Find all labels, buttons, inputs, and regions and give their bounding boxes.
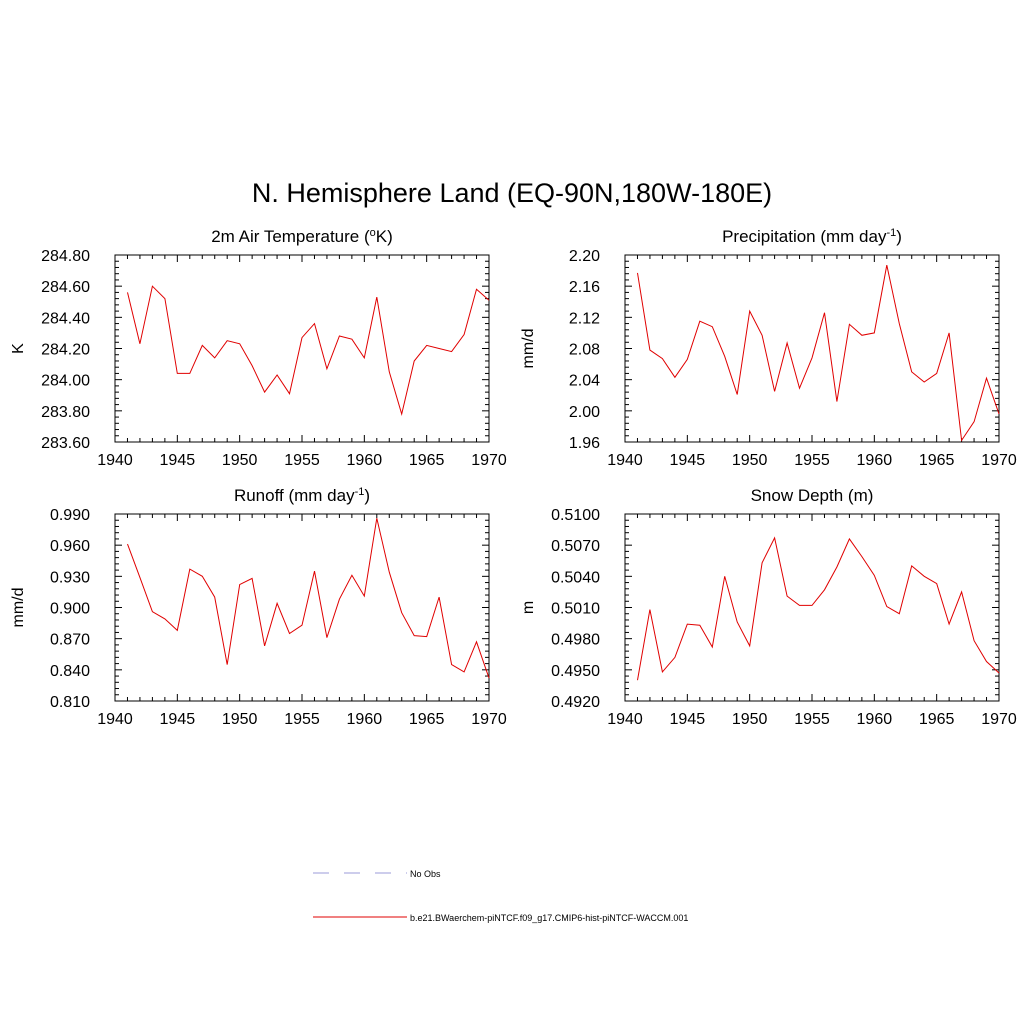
series-line [637,264,1000,442]
chart-panel-2: 1940 1945 1950 1955 1960 1965 1970 1.96 2.00 2.04… [520,227,1017,469]
y-tick-label: 0.5100 [551,507,600,524]
y-tick-label: 284.60 [41,279,90,296]
panel-title: Precipitation (mm day-1) [722,227,902,246]
x-axis: 1940 1945 1950 1955 1960 1965 1970 [97,514,507,728]
y-tick-label: 0.4920 [551,694,600,711]
chart-panel-3: 1940 1945 1950 1955 1960 1965 19700.8100.8400.… [10,486,507,728]
chart-panel-1: 1940 1945 1950 1955 1960 1965 1970 283.60 283.80… [10,227,507,469]
x-tick-label: 1950 [222,452,258,469]
x-tick-label: 1945 [670,711,706,728]
y-tick-label: 2.04 [569,373,600,390]
x-tick-label: 1955 [794,711,830,728]
y-axis-label: m [520,601,537,614]
plot-frame [114,513,490,702]
x-tick-label: 1950 [732,711,768,728]
x-tick-label: 1940 [607,711,643,728]
y-tick-label: 0.870 [50,632,90,649]
y-axis: 1.96 2.00 2.04 2.08 2.12 2.16 2.20 [569,248,999,452]
x-tick-label: 1965 [919,711,955,728]
y-tick-label: 0.960 [50,538,90,555]
plot-frame [114,254,490,443]
x-tick-label: 1965 [919,452,955,469]
y-tick-label: 0.5070 [551,538,600,555]
y-axis: 0.4920 0.4950 0.4980 0.5010 0.5040 0.5070 0.51… [551,507,999,711]
plot-frame [624,254,1000,443]
x-axis: 1940 1945 1950 1955 1960 1965 1970 [607,514,1017,728]
x-tick-label: 1945 [670,452,706,469]
x-tick-label: 1965 [409,452,445,469]
y-tick-label: 0.5010 [551,601,600,618]
y-tick-label: 0.810 [50,694,90,711]
y-tick-label: 284.20 [41,342,90,359]
panel-title: 2m Air Temperature (oK) [211,227,393,246]
x-tick-label: 1955 [794,452,830,469]
x-tick-label: 1940 [607,452,643,469]
x-tick-label: 1970 [471,452,507,469]
y-tick-label: 2.20 [569,248,600,265]
y-tick-label: 283.80 [41,404,90,421]
x-tick-label: 1945 [160,452,196,469]
legend-label-2: b.e21.BWaerchem-piNTCF.f09_g17.CMIP6-his… [410,913,688,923]
x-tick-label: 1970 [981,711,1017,728]
x-tick-label: 1955 [284,452,320,469]
x-tick-label: 1940 [97,452,133,469]
y-axis: 0.810 0.840 0.870 0.900 0.930 0.960 0.990 [50,507,489,711]
x-tick-label: 1955 [284,711,320,728]
x-tick-label: 1960 [347,711,383,728]
y-tick-label: 284.80 [41,248,90,265]
y-tick-label: 0.990 [50,507,90,524]
y-tick-label: 1.96 [569,435,600,452]
y-axis-label: K [10,343,27,354]
x-axis: 1940 1945 1950 1955 1960 1965 1970 [97,255,507,469]
y-tick-label: 2.12 [569,310,600,327]
x-tick-label: 1960 [347,452,383,469]
x-tick-label: 1960 [857,711,893,728]
figure-title: N. Hemisphere Land (EQ-90N,180W-180E) [252,178,772,208]
y-tick-label: 0.930 [50,569,90,586]
y-tick-label: 2.16 [569,279,600,296]
x-tick-label: 1970 [471,711,507,728]
panel-title: Snow Depth (m) [751,486,874,505]
y-tick-label: 0.4980 [551,632,600,649]
y-axis-label: mm/d [520,329,537,369]
y-tick-label: 0.5040 [551,569,600,586]
y-tick-label: 0.900 [50,601,90,618]
y-axis-label: mm/d [10,588,27,628]
series-line [127,285,490,416]
y-tick-label: 2.00 [569,404,600,421]
y-tick-label: 2.08 [569,342,600,359]
chart-panel-4: 1940 1945 1950 1955 1960 1965 1970 0.4920 0.4950… [520,486,1017,728]
legend-label-1: No Obs [410,869,441,879]
x-tick-label: 1940 [97,711,133,728]
series-line [637,536,1000,681]
y-tick-label: 284.00 [41,373,90,390]
plot-frame [624,513,1000,702]
y-tick-label: 0.840 [50,663,90,680]
y-tick-label: 0.4950 [551,663,600,680]
x-tick-label: 1960 [857,452,893,469]
x-tick-label: 1950 [222,711,258,728]
series-line [127,518,490,679]
x-tick-label: 1945 [160,711,196,728]
legend: No Obs b.e21.BWaerchem-piNTCF.f09_g17.CMI… [313,869,688,923]
x-tick-label: 1970 [981,452,1017,469]
panel-title: Runoff (mm day-1) [234,486,370,505]
x-tick-label: 1950 [732,452,768,469]
x-axis: 1940 1945 1950 1955 1960 1965 1970 [607,255,1017,469]
x-tick-label: 1965 [409,711,445,728]
y-tick-label: 284.40 [41,310,90,327]
y-axis: 283.60 283.80 284.00 284.20 284.40 284.60 284.… [41,248,489,452]
y-tick-label: 283.60 [41,435,90,452]
